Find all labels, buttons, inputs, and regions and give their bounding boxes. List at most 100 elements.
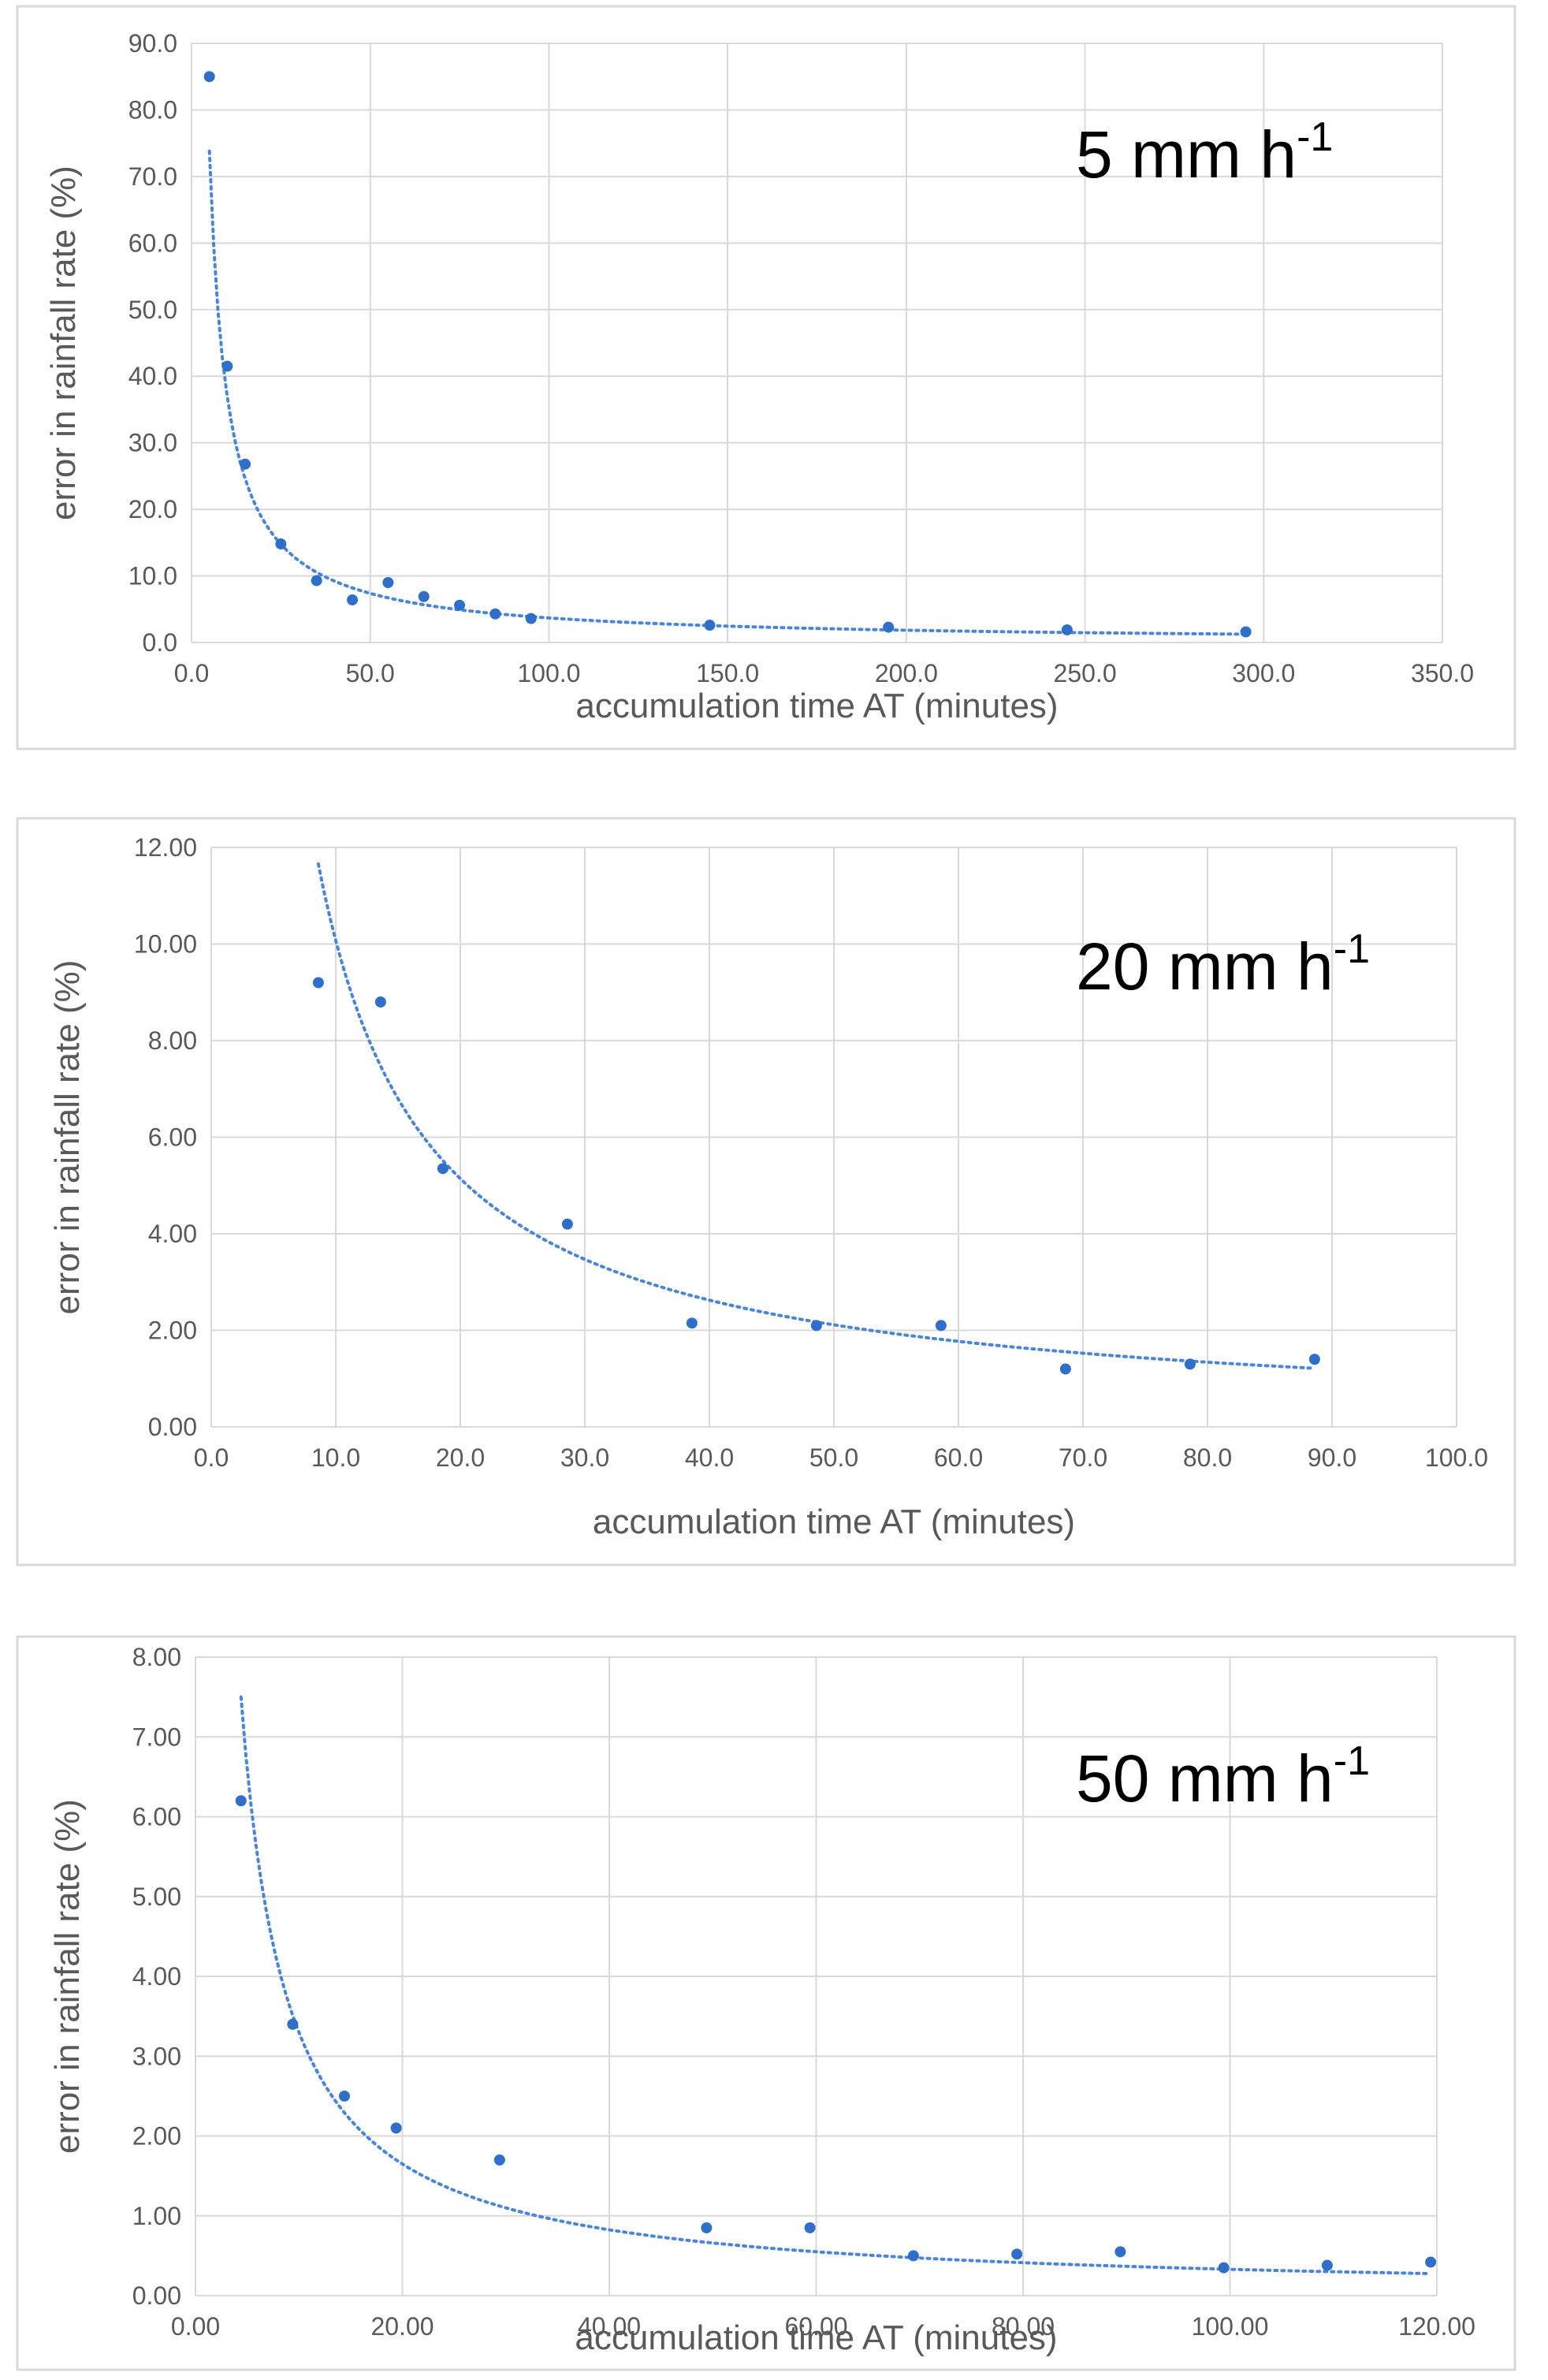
data-point — [454, 599, 466, 611]
y-tick-label: 80.0 — [128, 95, 177, 124]
data-point — [240, 458, 251, 470]
y-tick-label: 30.0 — [128, 429, 177, 457]
data-point — [525, 613, 537, 624]
data-point — [907, 2250, 919, 2262]
rain-rate-annotation: 20 mm h-1 — [1076, 926, 1370, 1004]
x-tick-label: 100.0 — [1425, 1443, 1488, 1472]
y-tick-label: 2.00 — [148, 1317, 197, 1345]
data-point — [1218, 2262, 1230, 2274]
y-tick-label: 50.0 — [128, 296, 177, 324]
data-point — [1114, 2246, 1126, 2258]
data-point — [374, 996, 386, 1007]
data-point — [382, 577, 394, 588]
y-tick-label: 4.00 — [148, 1220, 197, 1248]
data-point — [418, 590, 430, 602]
y-tick-label: 3.00 — [132, 2042, 181, 2070]
y-tick-label: 8.00 — [148, 1026, 197, 1055]
data-point — [804, 2222, 816, 2233]
y-tick-label: 20.0 — [128, 495, 177, 523]
data-point — [489, 608, 501, 620]
y-tick-label: 10.00 — [134, 930, 197, 959]
y-tick-label: 7.00 — [132, 1723, 181, 1751]
x-tick-label: 30.0 — [560, 1443, 609, 1472]
y-tick-label: 70.0 — [128, 162, 177, 191]
data-point — [1425, 2256, 1437, 2268]
chart-20mm: 0.00 2.00 4.00 6.00 8.00 10.00 12.00 0.0 10.0 20.… — [16, 817, 1516, 1566]
data-point — [493, 2154, 505, 2166]
data-point — [235, 1795, 247, 1807]
y-axis-title: error in rainfall rate (%) — [44, 166, 83, 520]
data-point — [390, 2122, 402, 2134]
data-point — [437, 1163, 448, 1175]
x-tick-label: 100.0 — [517, 659, 580, 687]
y-tick-label: 1.00 — [132, 2202, 181, 2230]
x-tick-label: 70.0 — [1059, 1443, 1107, 1472]
chart-panel-20mm: 0.00 2.00 4.00 6.00 8.00 10.00 12.00 0.0 10.0 20.… — [0, 812, 1548, 1577]
y-tick-label: 90.0 — [128, 29, 177, 58]
chart-frame — [16, 5, 1516, 751]
data-point — [312, 977, 324, 989]
y-tick-label: 6.00 — [132, 1803, 181, 1831]
x-tick-label: 50.0 — [809, 1443, 858, 1472]
x-tick-label: 120.00 — [1398, 2312, 1475, 2341]
data-point — [203, 71, 215, 83]
data-point — [287, 2018, 299, 2030]
x-axis-title: accumulation time AT (minutes) — [593, 1503, 1075, 1541]
y-axis-title: error in rainfall rate (%) — [48, 1799, 87, 2154]
x-tick-label: 20.0 — [436, 1443, 485, 1472]
rain-rate-annotation: 50 mm h-1 — [1076, 1738, 1370, 1816]
chart-frame — [16, 817, 1516, 1566]
x-axis-title: accumulation time AT (minutes) — [575, 2319, 1057, 2357]
trendline — [207, 149, 1248, 636]
data-point — [810, 1320, 822, 1332]
x-tick-label: 60.0 — [934, 1443, 983, 1472]
y-tick-label: 8.00 — [132, 1643, 181, 1671]
data-point — [1011, 2248, 1023, 2260]
chart-panel-50mm: 0.00 1.00 2.00 3.00 4.00 5.00 6.00 7.00 8.00 0.00… — [0, 1624, 1548, 2380]
x-tick-label: 200.0 — [875, 659, 938, 687]
x-tick-label: 0.00 — [171, 2312, 220, 2341]
data-point — [1308, 1354, 1320, 1365]
data-point — [935, 1320, 947, 1332]
y-tick-label: 0.00 — [132, 2281, 181, 2310]
data-point — [1061, 624, 1073, 635]
y-axis-title: error in rainfall rate (%) — [48, 960, 87, 1315]
data-point — [339, 2090, 350, 2102]
x-tick-label: 0.0 — [174, 659, 209, 687]
y-tick-label: 10.0 — [128, 562, 177, 590]
x-tick-label: 300.0 — [1232, 659, 1295, 687]
x-tick-label: 10.0 — [311, 1443, 360, 1472]
x-tick-label: 80.00 — [992, 2312, 1055, 2341]
chart-panel-5mm: 0.0 10.0 20.0 30.0 40.0 50.0 60.0 70.0 80.0 90.0 0… — [0, 0, 1548, 765]
data-point — [701, 2222, 713, 2233]
trendline — [239, 1695, 1433, 2275]
x-tick-label: 60.00 — [784, 2312, 847, 2341]
data-point — [704, 620, 716, 631]
x-tick-label: 0.0 — [194, 1443, 229, 1472]
y-tick-label: 6.00 — [148, 1123, 197, 1152]
x-tick-label: 40.0 — [685, 1443, 734, 1472]
data-point — [347, 594, 359, 605]
data-point — [1059, 1363, 1071, 1375]
chart-50mm: 0.00 1.00 2.00 3.00 4.00 5.00 6.00 7.00 8.00 0.00… — [16, 1635, 1516, 2371]
data-point — [1240, 626, 1252, 638]
x-axis-title: accumulation time AT (minutes) — [575, 687, 1058, 725]
rain-rate-annotation: 5 mm h-1 — [1076, 114, 1333, 192]
x-tick-label: 80.0 — [1183, 1443, 1232, 1472]
y-tick-label: 0.0 — [143, 628, 177, 657]
x-tick-label: 250.0 — [1054, 659, 1117, 687]
y-tick-label: 5.00 — [132, 1883, 181, 1911]
x-tick-label: 20.00 — [370, 2312, 434, 2341]
data-point — [275, 538, 287, 550]
data-point — [686, 1317, 698, 1329]
data-point — [561, 1218, 573, 1230]
data-point — [311, 575, 322, 587]
data-point — [883, 621, 895, 633]
y-tick-label: 40.0 — [128, 362, 177, 390]
y-tick-label: 12.00 — [134, 833, 197, 862]
data-point — [1321, 2259, 1333, 2271]
x-tick-label: 40.00 — [578, 2312, 641, 2341]
y-tick-label: 0.00 — [148, 1413, 197, 1441]
x-tick-label: 150.0 — [696, 659, 759, 687]
y-tick-label: 4.00 — [132, 1962, 181, 1991]
